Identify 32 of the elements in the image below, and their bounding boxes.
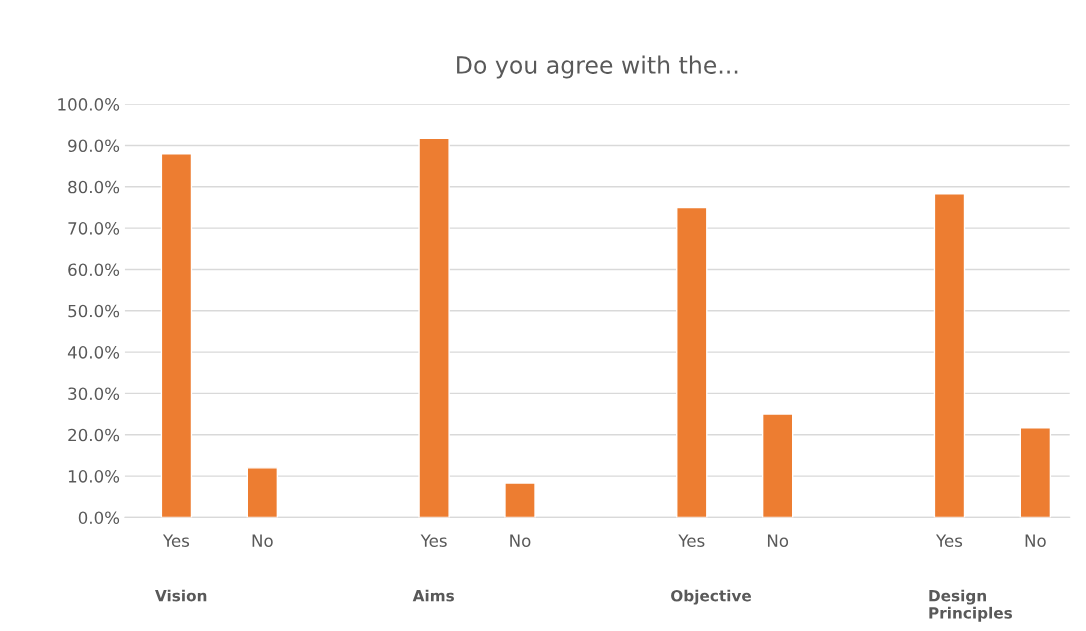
- bar: [504, 482, 536, 518]
- bar: [676, 206, 708, 518]
- bar: [761, 413, 794, 518]
- bar: [418, 137, 450, 518]
- bar: [1019, 427, 1052, 518]
- x-tick-label: No: [767, 534, 789, 547]
- text: Aims: [412, 589, 454, 602]
- bar: [246, 467, 279, 518]
- y-tick-label: 30.0%: [68, 387, 120, 400]
- y-tick-label: 70.0%: [68, 222, 120, 235]
- x-tick-label: Yes: [935, 534, 963, 547]
- x-tick-label: No: [510, 534, 531, 547]
- y-tick-label: 50.0%: [68, 304, 120, 318]
- bar: [933, 193, 966, 518]
- x-tick-label: No: [252, 534, 273, 547]
- text: Objective: [671, 589, 752, 605]
- x-tick-label: Yes: [162, 534, 190, 547]
- y-tick-label: 40.0%: [67, 346, 120, 359]
- x-tick-label: Yes: [420, 534, 447, 547]
- y-tick-label: 20.0%: [68, 428, 120, 442]
- text: Design Principles: [929, 589, 1013, 622]
- y-tick-label: 100.0%: [58, 98, 120, 111]
- text: Vision: [155, 589, 207, 602]
- y-tick-label: 0.0%: [78, 511, 120, 524]
- y-tick-label: 10.0%: [68, 470, 120, 483]
- bar: [160, 153, 193, 518]
- y-tick-label: 60.0%: [68, 263, 120, 277]
- y-tick-label: 90.0%: [68, 139, 120, 153]
- x-tick-label: Yes: [678, 534, 705, 547]
- y-tick-label: 80.0%: [68, 180, 120, 194]
- x-tick-label: No: [1025, 534, 1046, 547]
- chart-title: Do you agree with the...: [457, 55, 738, 79]
